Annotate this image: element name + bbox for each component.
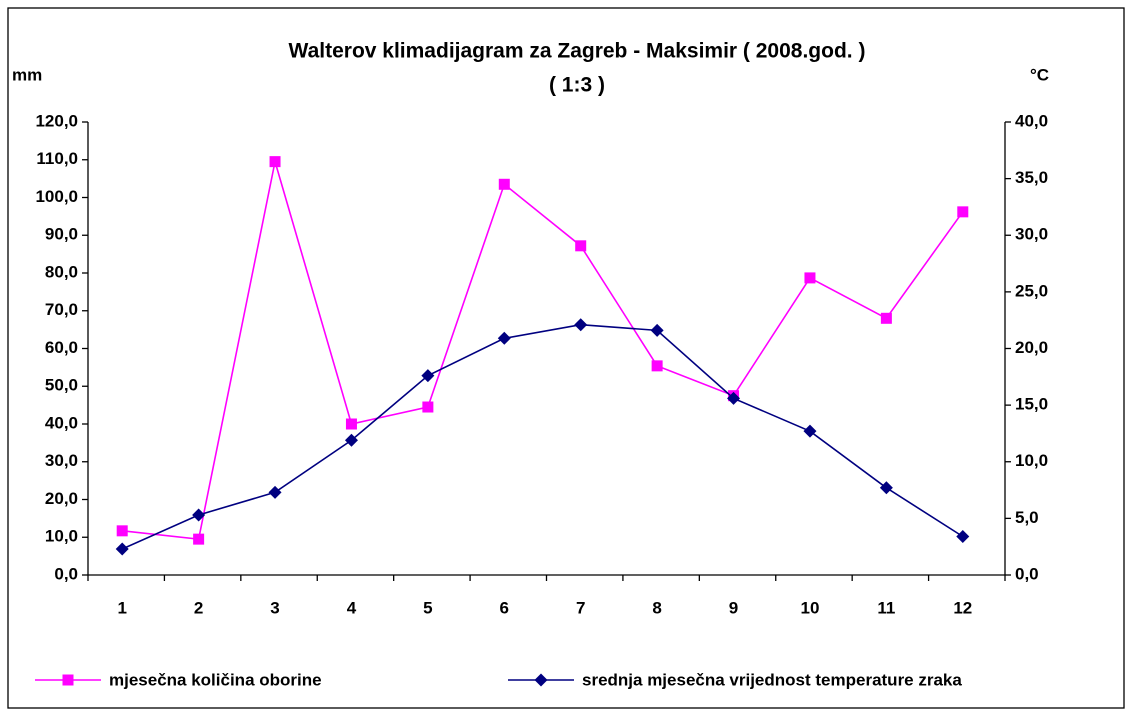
y-tick-label: 60,0 (45, 338, 78, 357)
y-tick-label: 20,0 (45, 489, 78, 508)
y2-tick-label: 5,0 (1015, 508, 1039, 527)
y2-tick-label: 0,0 (1015, 564, 1039, 583)
chart-border (7, 7, 1125, 709)
series-line (122, 161, 964, 541)
y2-tick-label: 15,0 (1015, 395, 1048, 414)
y2-tick-label: 25,0 (1015, 281, 1048, 300)
y2-tick-label: 35,0 (1015, 168, 1048, 187)
data-point (193, 533, 205, 545)
data-point (957, 206, 969, 218)
x-tick-label: 7 (576, 598, 585, 617)
data-point (116, 525, 128, 537)
data-point (268, 485, 282, 499)
y-tick-label: 120,0 (35, 111, 78, 130)
x-tick-label: 1 (117, 598, 126, 617)
x-tick-label: 12 (953, 598, 972, 617)
data-point (727, 391, 741, 405)
x-tick-label: 9 (729, 598, 738, 617)
x-tick-label: 8 (652, 598, 661, 617)
legend-label: srednja mjesečna vrijednost temperature … (582, 670, 962, 689)
data-point (497, 331, 511, 345)
x-tick-label: 3 (270, 598, 279, 617)
data-point (269, 156, 281, 168)
data-point (804, 272, 816, 284)
x-tick-label: 10 (800, 598, 819, 617)
data-point (956, 529, 970, 543)
data-point (344, 433, 358, 447)
y-tick-label: 10,0 (45, 527, 78, 546)
y-axis-label: mm (12, 65, 42, 84)
y2-tick-label: 30,0 (1015, 225, 1048, 244)
chart-subtitle: ( 1:3 ) (549, 74, 605, 97)
data-point (534, 673, 548, 687)
y-tick-label: 70,0 (45, 300, 78, 319)
y-tick-label: 80,0 (45, 262, 78, 281)
data-point (879, 481, 893, 495)
y-tick-label: 40,0 (45, 413, 78, 432)
y-tick-label: 90,0 (45, 225, 78, 244)
data-point (192, 508, 206, 522)
y-tick-label: 50,0 (45, 376, 78, 395)
y-tick-label: 100,0 (35, 187, 78, 206)
data-point (345, 418, 357, 430)
chart-title: Walterov klimadijagram za Zagreb - Maksi… (289, 40, 866, 63)
data-point (574, 318, 588, 332)
data-point (498, 178, 510, 190)
legend-label: mjesečna količina oborine (109, 670, 322, 689)
y2-tick-label: 40,0 (1015, 111, 1048, 130)
y-tick-label: 110,0 (36, 149, 78, 168)
y2-tick-label: 20,0 (1015, 338, 1048, 357)
x-tick-label: 5 (423, 598, 432, 617)
data-point (803, 424, 817, 438)
data-point (115, 542, 129, 556)
data-point (651, 360, 663, 372)
y-tick-label: 30,0 (45, 451, 78, 470)
x-tick-label: 4 (347, 598, 357, 617)
data-point (62, 674, 74, 686)
series-line (121, 323, 964, 550)
data-point (880, 312, 892, 324)
data-point (650, 323, 664, 337)
x-tick-label: 2 (194, 598, 203, 617)
y2-axis-label: °C (1030, 65, 1049, 84)
y2-tick-label: 10,0 (1015, 451, 1048, 470)
data-point (575, 240, 587, 252)
y-tick-label: 0,0 (54, 564, 78, 583)
data-point (421, 369, 435, 383)
data-point (422, 401, 434, 413)
x-tick-label: 6 (500, 598, 509, 617)
x-tick-label: 11 (877, 598, 895, 617)
